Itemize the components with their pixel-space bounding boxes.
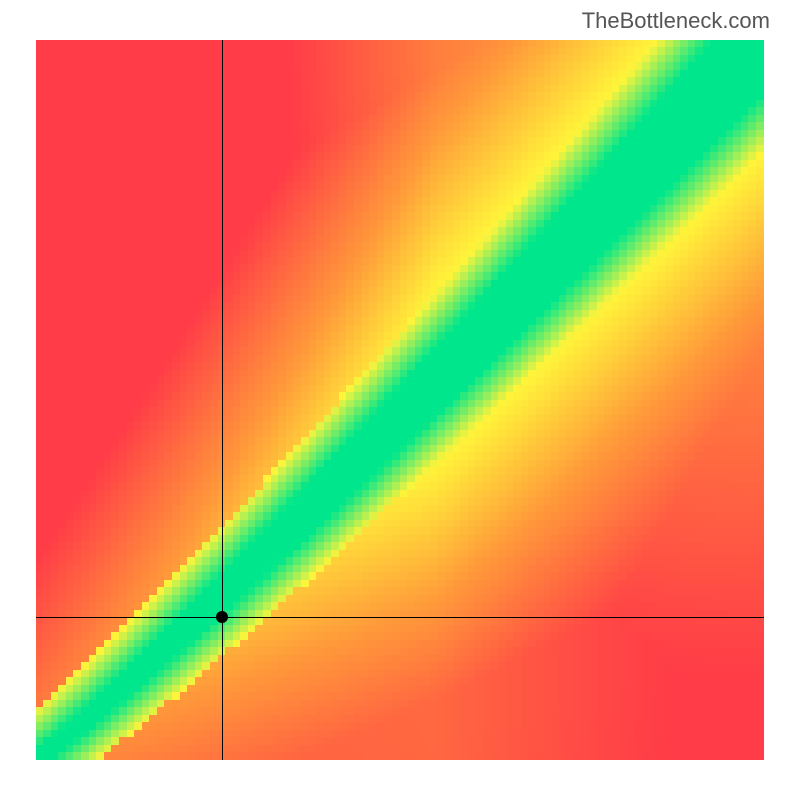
chart-container: TheBottleneck.com (0, 0, 800, 800)
heatmap-canvas (36, 40, 764, 760)
plot-area (36, 40, 764, 760)
data-point-marker (216, 611, 228, 623)
watermark-text: TheBottleneck.com (582, 8, 770, 34)
crosshair-horizontal (36, 617, 764, 618)
crosshair-vertical (222, 40, 223, 760)
